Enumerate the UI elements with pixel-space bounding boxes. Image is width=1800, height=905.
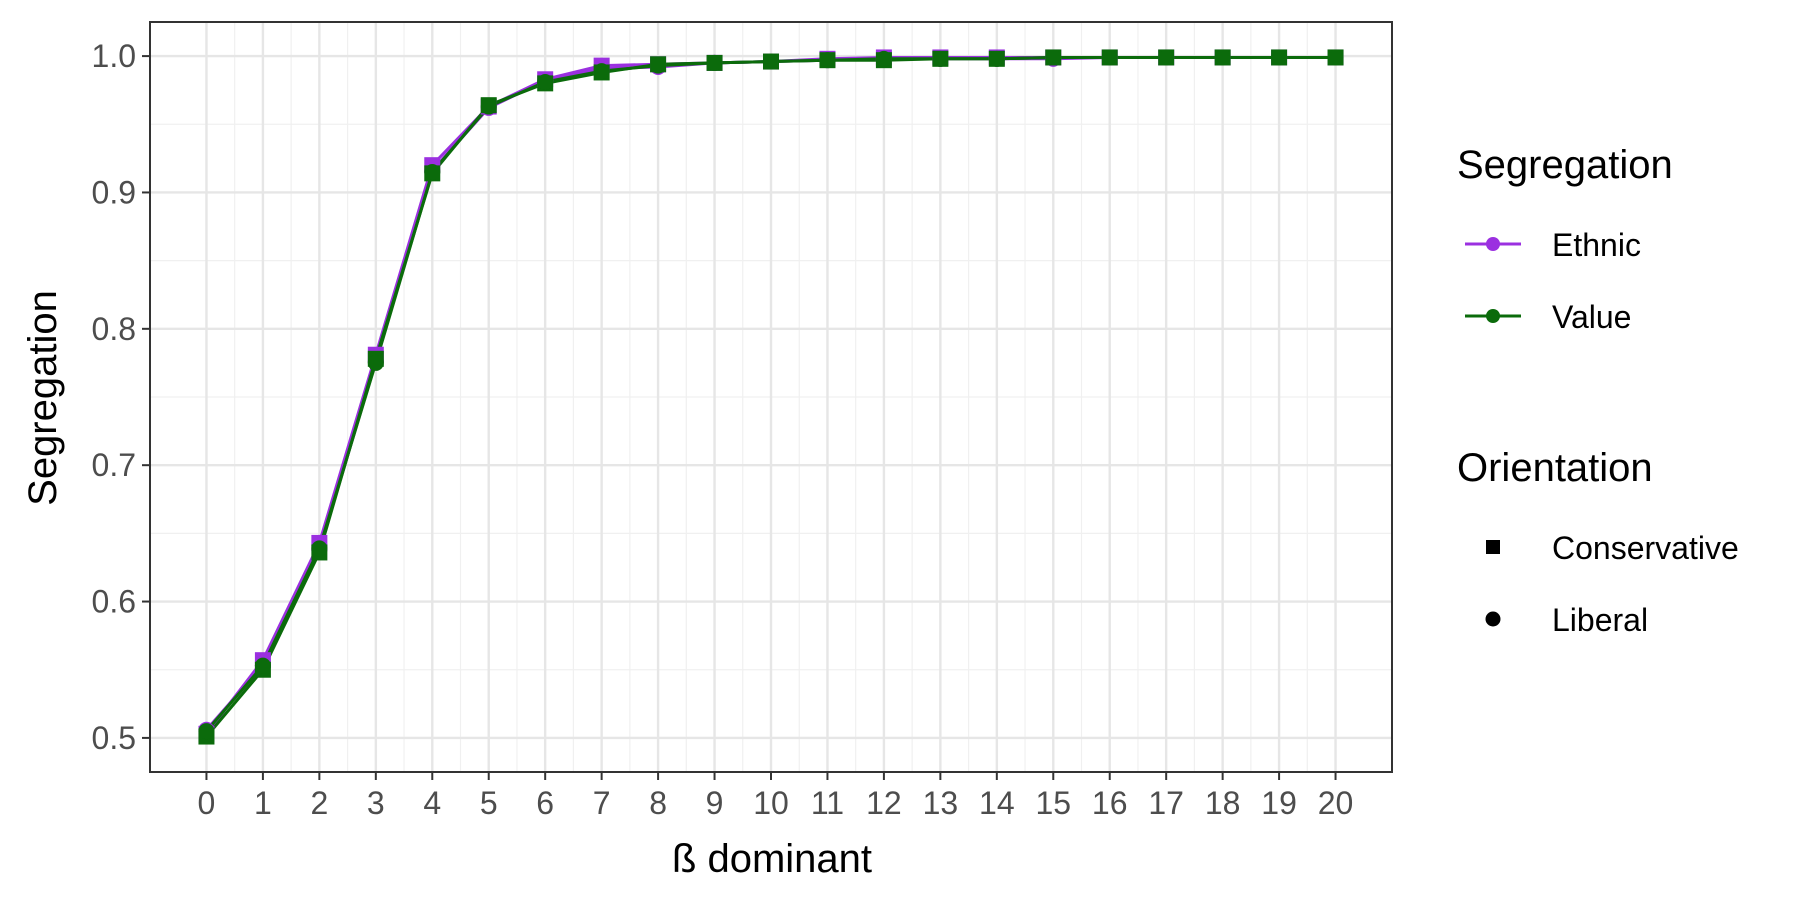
x-tick-label: 6 xyxy=(536,785,554,821)
data-point-value-liberal xyxy=(875,50,892,67)
data-point-value-liberal xyxy=(763,53,779,70)
x-tick-label: 13 xyxy=(923,785,959,821)
legend-key-marker-value xyxy=(1486,309,1500,323)
legend-label-ethnic: Ethnic xyxy=(1552,227,1641,263)
x-tick-label: 2 xyxy=(310,785,328,821)
legend-title-segregation: Segregation xyxy=(1457,143,1673,187)
x-tick-label: 8 xyxy=(649,785,667,821)
data-point-value-liberal xyxy=(1045,49,1062,66)
x-tick-label: 11 xyxy=(811,785,844,821)
y-tick-label: 0.7 xyxy=(92,447,136,483)
x-tick-label: 18 xyxy=(1205,785,1241,821)
legend: Segregation Ethnic Value Orientation Con… xyxy=(1457,143,1739,638)
data-point-value-liberal xyxy=(1101,49,1118,66)
x-tick-label: 20 xyxy=(1318,785,1354,821)
y-axis: 0.5 0.6 0.7 0.8 0.9 1.0 xyxy=(92,38,150,756)
x-tick-label: 16 xyxy=(1092,785,1128,821)
data-point-value-liberal xyxy=(988,50,1005,67)
x-tick-label: 17 xyxy=(1148,785,1184,821)
x-tick-label: 15 xyxy=(1035,785,1071,821)
data-point-value-liberal xyxy=(480,98,497,115)
data-point-value-liberal xyxy=(1214,49,1231,66)
legend-item-ethnic: Ethnic xyxy=(1465,227,1641,263)
x-tick-label: 3 xyxy=(367,785,385,821)
legend-key-square-icon xyxy=(1486,540,1500,554)
legend-key-marker-ethnic xyxy=(1486,237,1500,251)
data-point-value-liberal xyxy=(198,723,215,740)
x-axis-title: ß dominant xyxy=(672,837,872,881)
data-point-value-liberal xyxy=(593,63,610,80)
y-axis-title: Segregation xyxy=(21,290,65,506)
data-point-value-liberal xyxy=(367,354,384,371)
x-tick-label: 10 xyxy=(753,785,789,821)
legend-label-liberal: Liberal xyxy=(1552,602,1648,638)
major-gridlines xyxy=(150,22,1392,772)
x-axis: 0 1 2 3 4 5 6 7 8 9 10 11 12 13 14 15 16 17 18 19 20 xyxy=(198,772,1354,821)
y-tick-label: 0.8 xyxy=(92,311,136,347)
x-tick-label: 7 xyxy=(593,785,611,821)
y-tick-label: 0.9 xyxy=(92,174,136,210)
legend-label-value: Value xyxy=(1552,299,1631,335)
y-tick-label: 0.6 xyxy=(92,584,136,620)
x-tick-label: 12 xyxy=(866,785,902,821)
x-tick-label: 4 xyxy=(423,785,441,821)
legend-item-value: Value xyxy=(1465,299,1631,335)
y-tick-label: 1.0 xyxy=(92,38,136,74)
data-point-value-liberal xyxy=(706,54,723,71)
data-point-value-liberal xyxy=(1271,49,1288,66)
legend-label-conservative: Conservative xyxy=(1552,530,1739,566)
legend-item-liberal: Liberal xyxy=(1485,602,1648,638)
data-point-value-liberal xyxy=(537,74,554,90)
data-point-value-liberal xyxy=(311,540,328,557)
legend-item-conservative: Conservative xyxy=(1486,530,1739,566)
x-tick-label: 9 xyxy=(706,785,724,821)
x-tick-label: 19 xyxy=(1261,785,1297,821)
x-tick-label: 0 xyxy=(198,785,216,821)
data-point-value-liberal xyxy=(650,57,667,74)
x-tick-label: 5 xyxy=(480,785,498,821)
data-point-value-liberal xyxy=(424,164,441,180)
y-tick-label: 0.5 xyxy=(92,720,136,756)
data-point-value-liberal xyxy=(932,50,949,67)
data-point-value-liberal xyxy=(819,52,836,69)
data-point-value-liberal xyxy=(1327,49,1344,66)
data-point-value-liberal xyxy=(1158,49,1175,66)
data-point-value-liberal xyxy=(254,657,271,674)
legend-key-circle-icon xyxy=(1485,611,1501,627)
x-tick-label: 1 xyxy=(254,785,272,821)
legend-title-orientation: Orientation xyxy=(1457,446,1653,490)
series-points xyxy=(198,49,1344,745)
x-tick-label: 14 xyxy=(979,785,1015,821)
